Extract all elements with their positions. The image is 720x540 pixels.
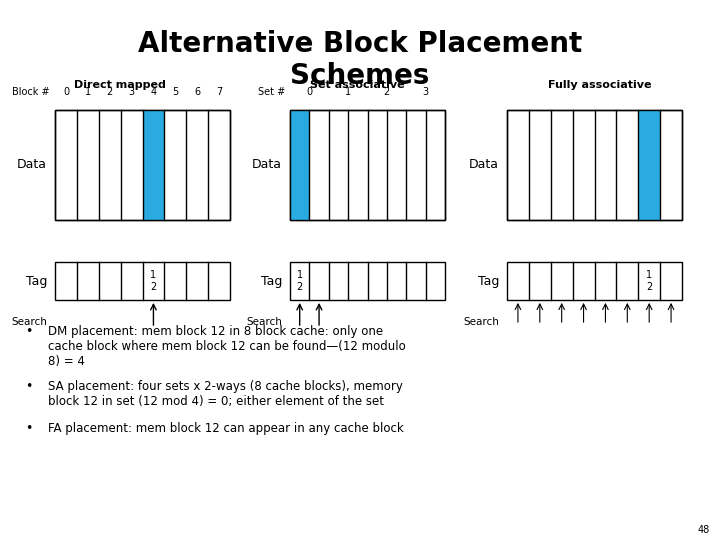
- Text: Data: Data: [17, 159, 47, 172]
- Text: 1
2: 1 2: [297, 270, 303, 292]
- Text: Set associative: Set associative: [310, 80, 405, 90]
- Text: 1
2: 1 2: [646, 270, 652, 292]
- Bar: [55, 262, 230, 300]
- Text: Tag: Tag: [477, 274, 499, 287]
- Text: 1
2: 1 2: [150, 270, 156, 292]
- Text: FA placement: mem block 12 can appear in any cache block: FA placement: mem block 12 can appear in…: [48, 422, 404, 435]
- Bar: [507, 262, 682, 300]
- Text: 1: 1: [85, 87, 91, 97]
- Bar: [290, 110, 310, 220]
- Text: •: •: [25, 325, 32, 338]
- Bar: [638, 110, 660, 220]
- Text: Set #: Set #: [258, 87, 285, 97]
- Text: 0: 0: [63, 87, 69, 97]
- Text: 7: 7: [216, 87, 222, 97]
- Bar: [290, 110, 445, 220]
- Bar: [507, 110, 682, 220]
- Text: SA placement: four sets x 2-ways (8 cache blocks), memory
block 12 in set (12 mo: SA placement: four sets x 2-ways (8 cach…: [48, 380, 403, 408]
- Text: 1: 1: [345, 87, 351, 97]
- Text: Search: Search: [246, 317, 282, 327]
- Bar: [143, 110, 164, 220]
- Text: 0: 0: [306, 87, 312, 97]
- Text: Tag: Tag: [261, 274, 282, 287]
- Text: Block #: Block #: [12, 87, 50, 97]
- Text: Direct mapped: Direct mapped: [74, 80, 166, 90]
- Text: 48: 48: [698, 525, 710, 535]
- Text: Search: Search: [463, 317, 499, 327]
- Text: Fully associative: Fully associative: [548, 80, 652, 90]
- Text: Alternative Block Placement
Schemes: Alternative Block Placement Schemes: [138, 30, 582, 90]
- Bar: [55, 110, 230, 220]
- Text: 4: 4: [150, 87, 156, 97]
- Text: •: •: [25, 422, 32, 435]
- Text: Data: Data: [252, 159, 282, 172]
- Text: Data: Data: [469, 159, 499, 172]
- Bar: [290, 110, 445, 220]
- Text: 3: 3: [128, 87, 135, 97]
- Bar: [290, 262, 445, 300]
- Text: 2: 2: [107, 87, 113, 97]
- Text: 2: 2: [384, 87, 390, 97]
- Text: 6: 6: [194, 87, 200, 97]
- Text: Tag: Tag: [26, 274, 47, 287]
- Text: 3: 3: [423, 87, 428, 97]
- Text: •: •: [25, 380, 32, 393]
- Text: 5: 5: [172, 87, 179, 97]
- Text: DM placement: mem block 12 in 8 block cache: only one
cache block where mem bloc: DM placement: mem block 12 in 8 block ca…: [48, 325, 406, 368]
- Text: Search: Search: [11, 317, 47, 327]
- Bar: [55, 110, 230, 220]
- Bar: [507, 110, 682, 220]
